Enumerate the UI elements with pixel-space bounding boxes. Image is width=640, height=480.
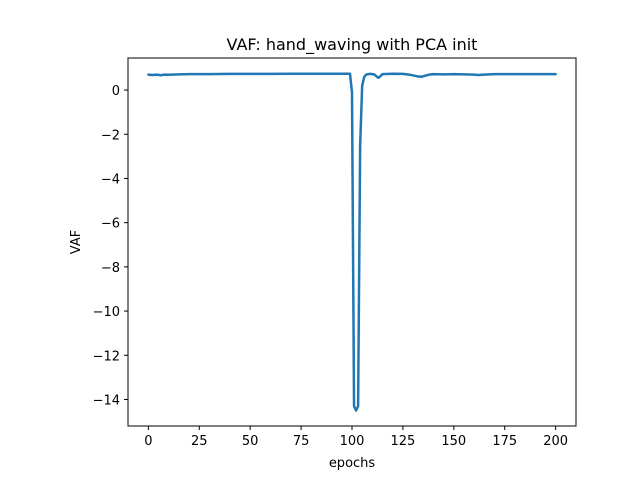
y-axis-label: VAF: [69, 230, 84, 254]
series-layer: [147, 72, 557, 412]
x-tick-label: 100: [340, 434, 365, 449]
x-axis: 0 25 50 75 100 125 150 175 200: [144, 426, 568, 449]
y-tick-label: −4: [101, 172, 120, 187]
x-axis-label: epochs: [329, 456, 376, 471]
x-tick-label: 75: [293, 434, 310, 449]
chart-title: VAF: hand_waving with PCA init: [227, 35, 478, 55]
x-tick-label: 50: [242, 434, 259, 449]
y-tick-label: −2: [101, 128, 120, 143]
y-axis: 0 −2 −4 −6 −8 −10 −12 −14: [93, 84, 128, 408]
series-line-0: [147, 72, 557, 412]
y-tick-label: −10: [93, 305, 120, 320]
x-tick-label: 0: [144, 434, 152, 449]
y-tick-label: −8: [101, 261, 120, 276]
x-tick-label: 150: [441, 434, 466, 449]
x-tick-label: 175: [492, 434, 517, 449]
x-tick-label: 200: [543, 434, 568, 449]
y-tick-label: −6: [101, 217, 120, 232]
x-tick-label: 25: [191, 434, 208, 449]
y-tick-label: 0: [112, 84, 120, 99]
y-tick-label: −14: [93, 393, 120, 408]
x-tick-label: 125: [390, 434, 415, 449]
y-tick-label: −12: [93, 349, 120, 364]
